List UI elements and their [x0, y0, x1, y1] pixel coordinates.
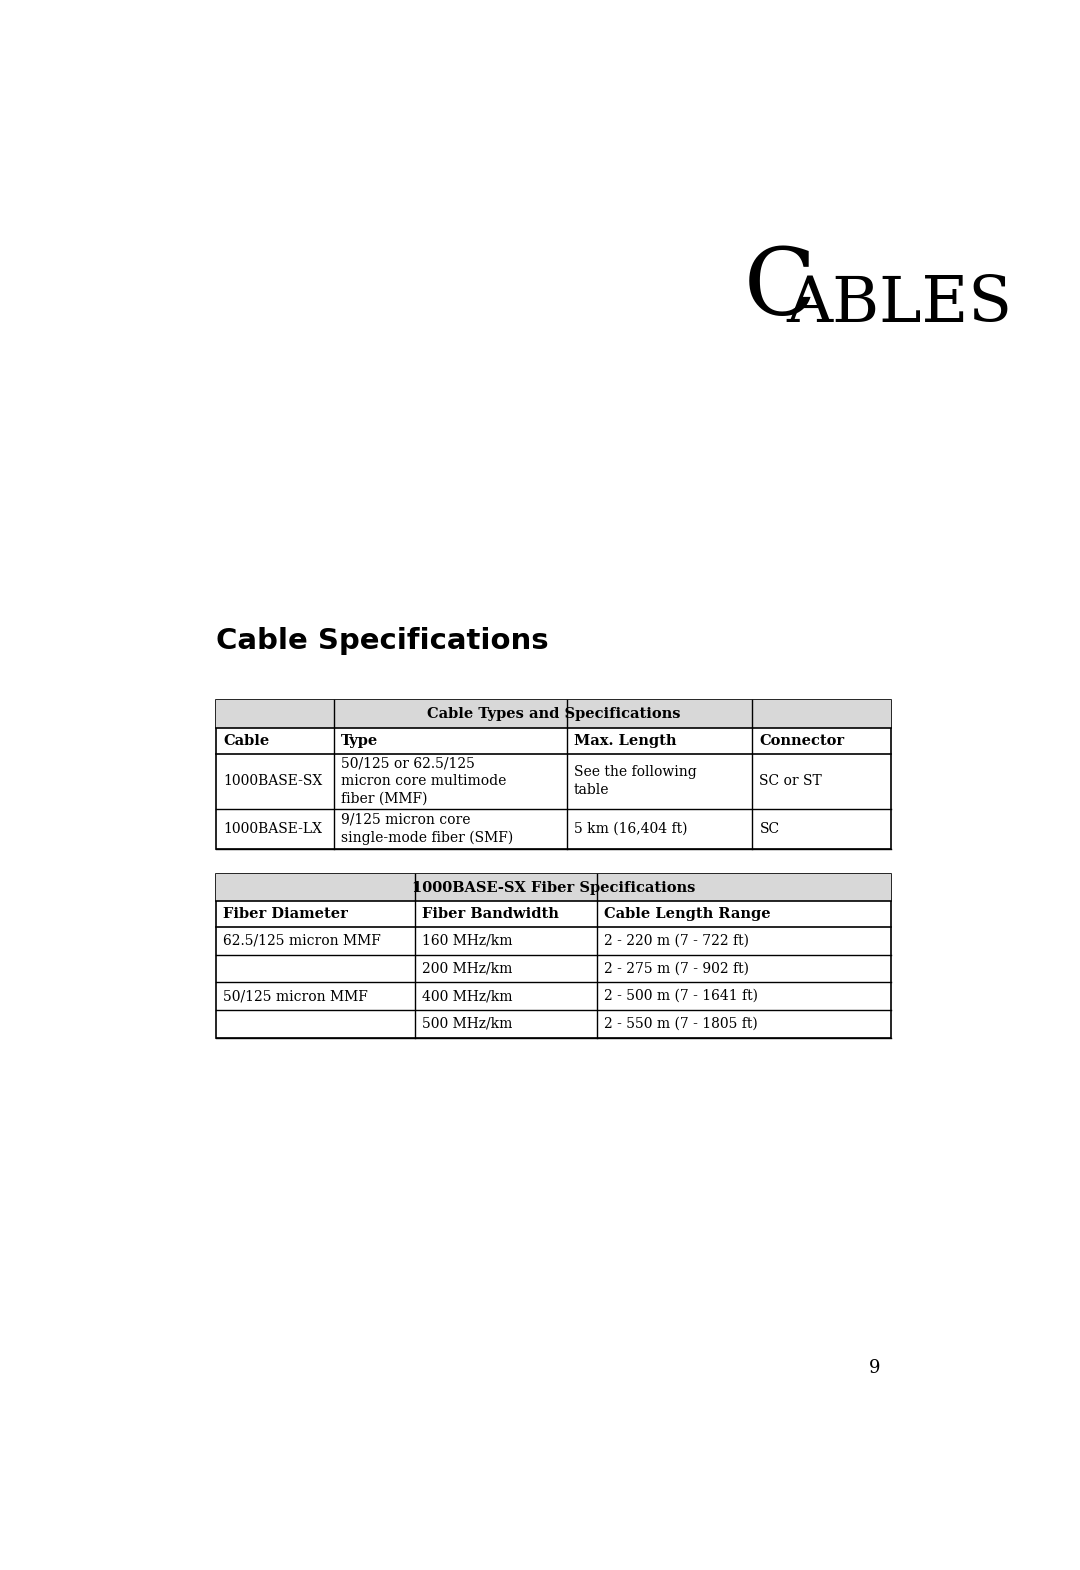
Text: 160 MHz/km: 160 MHz/km: [422, 934, 513, 948]
Bar: [216, 700, 891, 728]
Text: Cable Specifications: Cable Specifications: [216, 626, 549, 655]
Text: 9/125 micron core
single-mode fiber (SMF): 9/125 micron core single-mode fiber (SMF…: [341, 813, 514, 845]
Text: Cable Length Range: Cable Length Range: [605, 907, 771, 922]
Text: 2 - 275 m (7 - 902 ft): 2 - 275 m (7 - 902 ft): [605, 961, 750, 975]
Text: Fiber Bandwidth: Fiber Bandwidth: [422, 907, 559, 922]
Text: 500 MHz/km: 500 MHz/km: [422, 1017, 513, 1031]
Text: SC: SC: [759, 823, 780, 837]
Text: C: C: [743, 245, 815, 334]
Text: 1000BASE-SX: 1000BASE-SX: [224, 774, 323, 788]
Bar: [216, 873, 891, 1038]
Text: 1000BASE-LX: 1000BASE-LX: [224, 823, 322, 837]
Text: 5 km (16,404 ft): 5 km (16,404 ft): [573, 823, 688, 837]
Text: See the following
table: See the following table: [573, 766, 697, 798]
Text: 50/125 micron MMF: 50/125 micron MMF: [224, 989, 368, 1003]
Text: 200 MHz/km: 200 MHz/km: [422, 961, 513, 975]
Text: 1000BASE-SX Fiber Specifications: 1000BASE-SX Fiber Specifications: [411, 881, 696, 895]
Text: Cable Types and Specifications: Cable Types and Specifications: [427, 708, 680, 721]
Bar: [216, 700, 891, 849]
Text: 9: 9: [869, 1360, 881, 1377]
Text: Max. Length: Max. Length: [573, 733, 676, 747]
Text: 2 - 500 m (7 - 1641 ft): 2 - 500 m (7 - 1641 ft): [605, 989, 758, 1003]
Text: 400 MHz/km: 400 MHz/km: [422, 989, 513, 1003]
Text: 2 - 220 m (7 - 722 ft): 2 - 220 m (7 - 722 ft): [605, 934, 750, 948]
Bar: [216, 873, 891, 901]
Text: ABLES: ABLES: [786, 273, 1012, 334]
Text: SC or ST: SC or ST: [759, 774, 822, 788]
Text: 2 - 550 m (7 - 1805 ft): 2 - 550 m (7 - 1805 ft): [605, 1017, 758, 1031]
Text: Connector: Connector: [759, 733, 845, 747]
Text: 50/125 or 62.5/125
micron core multimode
fiber (MMF): 50/125 or 62.5/125 micron core multimode…: [341, 757, 507, 805]
Text: Type: Type: [341, 733, 379, 747]
Text: 62.5/125 micron MMF: 62.5/125 micron MMF: [224, 934, 381, 948]
Text: Cable: Cable: [224, 733, 270, 747]
Text: Fiber Diameter: Fiber Diameter: [224, 907, 348, 922]
